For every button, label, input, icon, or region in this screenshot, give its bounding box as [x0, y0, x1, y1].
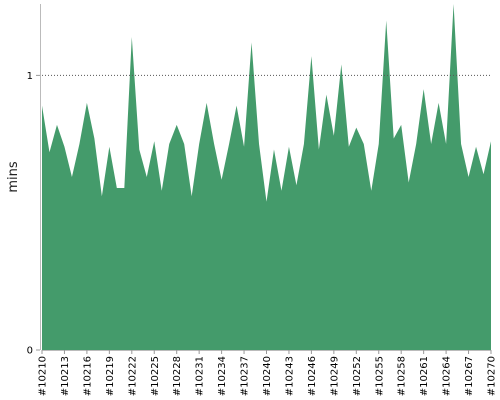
x-tick-label: #10258: [397, 356, 408, 396]
x-tick-label: #10216: [82, 356, 93, 396]
y-tick-label: 1: [27, 71, 33, 82]
x-tick-label: #10240: [262, 356, 273, 396]
x-tick-label: #10255: [374, 356, 385, 396]
x-tick-label: #10213: [60, 356, 71, 396]
area-series: [42, 4, 491, 350]
y-tick-label: 0: [27, 346, 33, 357]
x-tick-label: #10267: [464, 356, 475, 396]
x-tick-label: #10270: [487, 356, 498, 396]
x-tick-label: #10237: [240, 356, 251, 396]
x-axis: #10210 #10213 #10216 #10219 #10222 #10225 #102…: [38, 350, 498, 396]
x-tick-label: #10222: [127, 356, 138, 396]
x-tick-label: #10225: [150, 356, 161, 396]
plot-area: [41, 3, 492, 350]
x-tick-label: #10264: [442, 356, 453, 396]
x-tick-label: #10228: [172, 356, 183, 396]
x-tick-label: #10219: [105, 356, 116, 396]
x-tick-label: #10252: [352, 356, 363, 396]
x-tick-label: #10246: [307, 356, 318, 396]
y-axis-label: mins: [6, 161, 21, 193]
x-tick-label: #10261: [419, 356, 430, 396]
x-tick-label: #10210: [38, 356, 49, 396]
x-tick-label: #10243: [284, 356, 295, 396]
x-tick-label: #10231: [195, 356, 206, 396]
x-tick-label: #10249: [329, 356, 340, 396]
x-tick-label: #10234: [217, 356, 228, 396]
y-axis: 01: [27, 4, 41, 357]
